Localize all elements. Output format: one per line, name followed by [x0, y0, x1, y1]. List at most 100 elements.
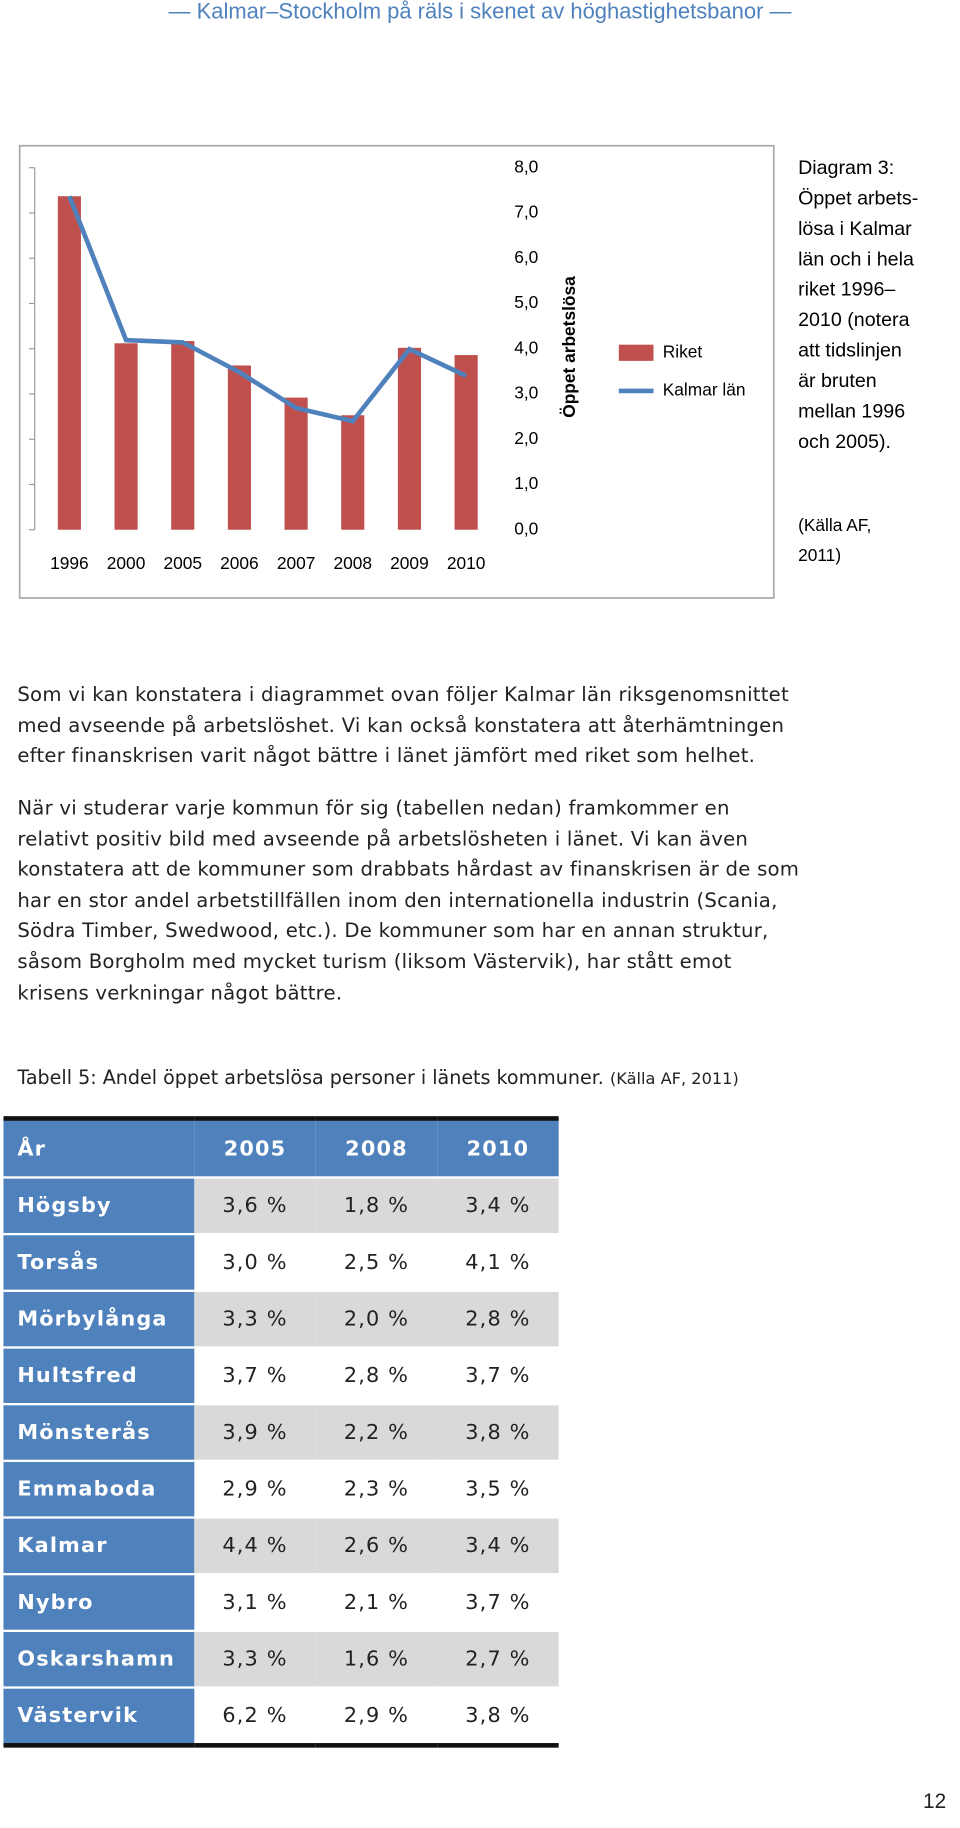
x-tick-label: 2010 [447, 553, 486, 573]
table-cell: 2010 [437, 1118, 559, 1178]
table-cell: 2,9 % [315, 1686, 438, 1746]
table-cell: 2005 [194, 1118, 316, 1178]
table-cell: Västervik [3, 1686, 195, 1746]
chart-caption: att tidslinjen [798, 340, 902, 362]
chart-caption: Diagram 3: [798, 157, 894, 179]
table-cell: 2,2 % [315, 1402, 438, 1461]
x-tick-label: 2007 [277, 553, 316, 573]
table-row: Hultsfred 3,7 % 2,8 % 3,7 % [3, 1346, 559, 1405]
text-line: krisens verkningar något bättre. [17, 981, 343, 1005]
chart-source: 2011) [798, 545, 841, 565]
bar [454, 355, 478, 530]
table: År 2005 2008 2010 Högsby 3,6 % 1,8 % 3,4 % Torså… [3, 1116, 559, 1748]
text-line: relativt positiv bild med avseende på ar… [17, 827, 749, 851]
y-tick-label: 3,0 [514, 383, 538, 403]
text-line: konstatera att de kommuner som drabbats … [17, 858, 800, 882]
bar [114, 343, 138, 530]
bar [397, 347, 422, 530]
text-line: Södra Timber, Swedwood, etc.). De kommun… [17, 919, 769, 944]
table-cell: 3,8 % [437, 1686, 559, 1746]
table-cell: Oskarshamn [3, 1629, 195, 1688]
table-cell: 3,6 % [194, 1176, 316, 1235]
table-cell: 3,5 % [437, 1459, 559, 1518]
table-cell: 2,7 % [437, 1629, 559, 1688]
x-tick-label: 2006 [220, 553, 259, 573]
table-row: Nybro 3,1 % 2,1 % 3,7 % [3, 1573, 559, 1631]
legend-label: Riket [663, 341, 703, 361]
bar [227, 365, 251, 530]
table-cell: Mörbylånga [3, 1289, 195, 1348]
table-row: Mörbylånga 3,3 % 2,0 % 2,8 % [3, 1289, 559, 1348]
chart-caption: mellan 1996 [798, 400, 905, 422]
table-cell: 2,9 % [194, 1459, 316, 1518]
line [67, 195, 468, 424]
table-cell: 6,2 % [194, 1686, 316, 1746]
table-cell: Hultsfred [3, 1346, 195, 1405]
y-tick-label: 4,0 [514, 337, 538, 357]
chart-caption: är bruten [798, 370, 877, 392]
text-line: Som vi kan konstatera i diagrammet ovan … [17, 683, 789, 707]
table-cell: 1,6 % [315, 1629, 438, 1688]
bar [341, 415, 365, 530]
legend-swatch [618, 344, 654, 361]
table-cell: 2,8 % [437, 1289, 559, 1348]
y-tick-label: 2,0 [514, 428, 538, 448]
table-cell: År [3, 1118, 195, 1178]
table-cell: Torsås [3, 1232, 195, 1291]
table-cell: 4,1 % [437, 1232, 559, 1291]
y-tick-label: 8,0 [514, 156, 538, 176]
x-tick-label: 1996 [50, 553, 89, 573]
y-axis-title: Öppet arbetslösa [559, 276, 579, 418]
table-cell: 2,3 % [315, 1459, 438, 1518]
caption-text: Tabell 5: Andel öppet arbetslösa persone… [17, 1066, 604, 1089]
table-cell: 2,8 % [315, 1346, 438, 1405]
chart: Öppet arbetslösa 0,0 1,0 2,0 3,0 4,0 5,0 6,0 7,… [18, 144, 918, 599]
x-tick-label: 2000 [107, 553, 146, 573]
y-tick-label: 7,0 [514, 202, 538, 222]
table-cell: 2,6 % [315, 1516, 438, 1575]
table-cell: 3,7 % [437, 1346, 559, 1405]
text-line: såsom Borgholm med mycket turism (liksom… [17, 950, 732, 974]
table-cell: 3,4 % [437, 1176, 559, 1235]
table-cell: Mönsterås [3, 1402, 195, 1461]
x-tick-label: 2008 [333, 553, 372, 573]
y-tick-label: 5,0 [514, 292, 538, 312]
table-row: Torsås 3,0 % 2,5 % 4,1 % [3, 1232, 559, 1291]
table-row: Oskarshamn 3,3 % 1,6 % 2,7 % [3, 1629, 559, 1688]
bar [284, 397, 308, 530]
x-tick-label: 2009 [390, 553, 429, 573]
table-cell: 3,9 % [194, 1402, 316, 1461]
table-cell: 2,5 % [315, 1232, 438, 1291]
table-cell: 3,3 % [194, 1629, 316, 1688]
legend-label: Kalmar län [663, 380, 746, 400]
text-line: har en stor andel arbetstillfällen inom … [17, 889, 778, 913]
table-cell: 3,7 % [437, 1573, 559, 1631]
table-cell: 1,8 % [315, 1176, 438, 1235]
table-row: Högsby 3,6 % 1,8 % 3,4 % [3, 1176, 559, 1235]
text-line: När vi studerar varje kommun för sig (ta… [17, 796, 730, 821]
paragraph: Som vi kan konstatera i diagrammet ovan … [17, 680, 789, 772]
chart-caption: 2010 (notera [798, 309, 910, 331]
table-cell: 3,1 % [194, 1573, 316, 1631]
table-cell: 3,3 % [194, 1289, 316, 1348]
chart-caption: lösa i Kalmar [798, 218, 912, 240]
table-cell: 2,1 % [315, 1573, 438, 1631]
chart-caption: och 2005). [798, 431, 891, 453]
chart-caption: riket 1996– [798, 279, 895, 301]
table-row: Västervik 6,2 % 2,9 % 3,8 % [3, 1686, 559, 1746]
paragraph: När vi studerar varje kommun för sig (ta… [17, 793, 799, 1008]
x-tick-label: 2005 [163, 553, 202, 573]
chart-frame [18, 144, 775, 599]
bar [171, 341, 195, 530]
table-caption: Tabell 5: Andel öppet arbetslösa persone… [17, 1066, 738, 1088]
table-cell: 3,0 % [194, 1232, 316, 1291]
table-cell: Nybro [3, 1573, 195, 1631]
table-cell: Kalmar [3, 1516, 195, 1575]
table-row: Kalmar 4,4 % 2,6 % 3,4 % [3, 1516, 559, 1575]
table-cell: 3,8 % [437, 1402, 559, 1461]
table-cell: 3,7 % [194, 1346, 316, 1405]
running-header: — Kalmar–Stockholm på räls i skenet av h… [168, 0, 792, 25]
chart-caption: Öppet arbets- [798, 187, 918, 209]
